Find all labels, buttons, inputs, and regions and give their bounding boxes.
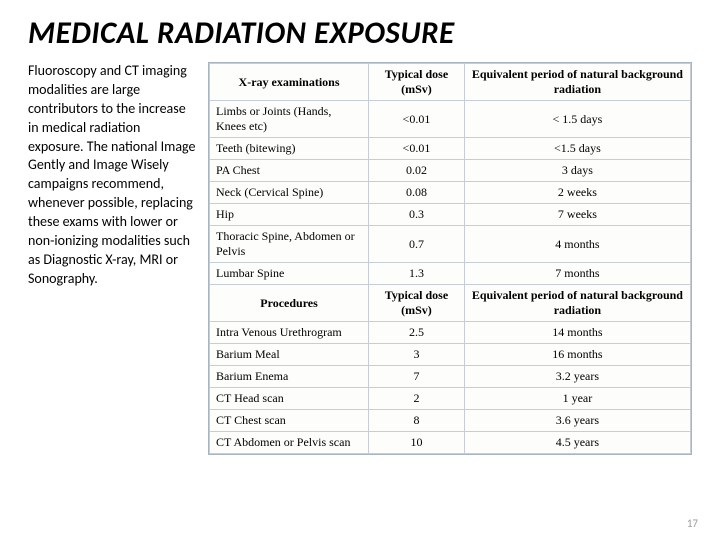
header-exams: X-ray examinations: [210, 64, 369, 101]
table-row: CT Abdomen or Pelvis scan104.5 years: [210, 432, 691, 454]
table-row: PA Chest0.023 days: [210, 160, 691, 182]
header-equivalent: Equivalent period of natural background …: [464, 64, 690, 101]
table-row: Intra Venous Urethrogram2.514 months: [210, 322, 691, 344]
dose-table: X-ray examinations Typical dose (mSv) Eq…: [208, 62, 692, 455]
table-row: Thoracic Spine, Abdomen or Pelvis0.74 mo…: [210, 226, 691, 263]
header-dose: Typical dose (mSv): [369, 64, 465, 101]
slide-title: MEDICAL RADIATION EXPOSURE: [28, 14, 692, 52]
table-row: Barium Enema73.2 years: [210, 366, 691, 388]
body-text: Fluoroscopy and CT imaging modalities ar…: [28, 62, 198, 289]
table-row: CT Head scan21 year: [210, 388, 691, 410]
header-procedures: Procedures: [210, 285, 369, 322]
table-row: Teeth (bitewing)<0.01<1.5 days: [210, 138, 691, 160]
content-row: Fluoroscopy and CT imaging modalities ar…: [28, 62, 692, 455]
header-dose: Typical dose (mSv): [369, 285, 465, 322]
page-number: 17: [687, 517, 698, 530]
table-row: Neck (Cervical Spine)0.082 weeks: [210, 182, 691, 204]
table-row: Lumbar Spine1.37 months: [210, 263, 691, 285]
table-row: Limbs or Joints (Hands, Knees etc)<0.01<…: [210, 101, 691, 138]
header-equivalent: Equivalent period of natural background …: [464, 285, 690, 322]
table-header-row: Procedures Typical dose (mSv) Equivalent…: [210, 285, 691, 322]
table-row: Hip0.37 weeks: [210, 204, 691, 226]
table-row: Barium Meal316 months: [210, 344, 691, 366]
table-header-row: X-ray examinations Typical dose (mSv) Eq…: [210, 64, 691, 101]
table-row: CT Chest scan83.6 years: [210, 410, 691, 432]
